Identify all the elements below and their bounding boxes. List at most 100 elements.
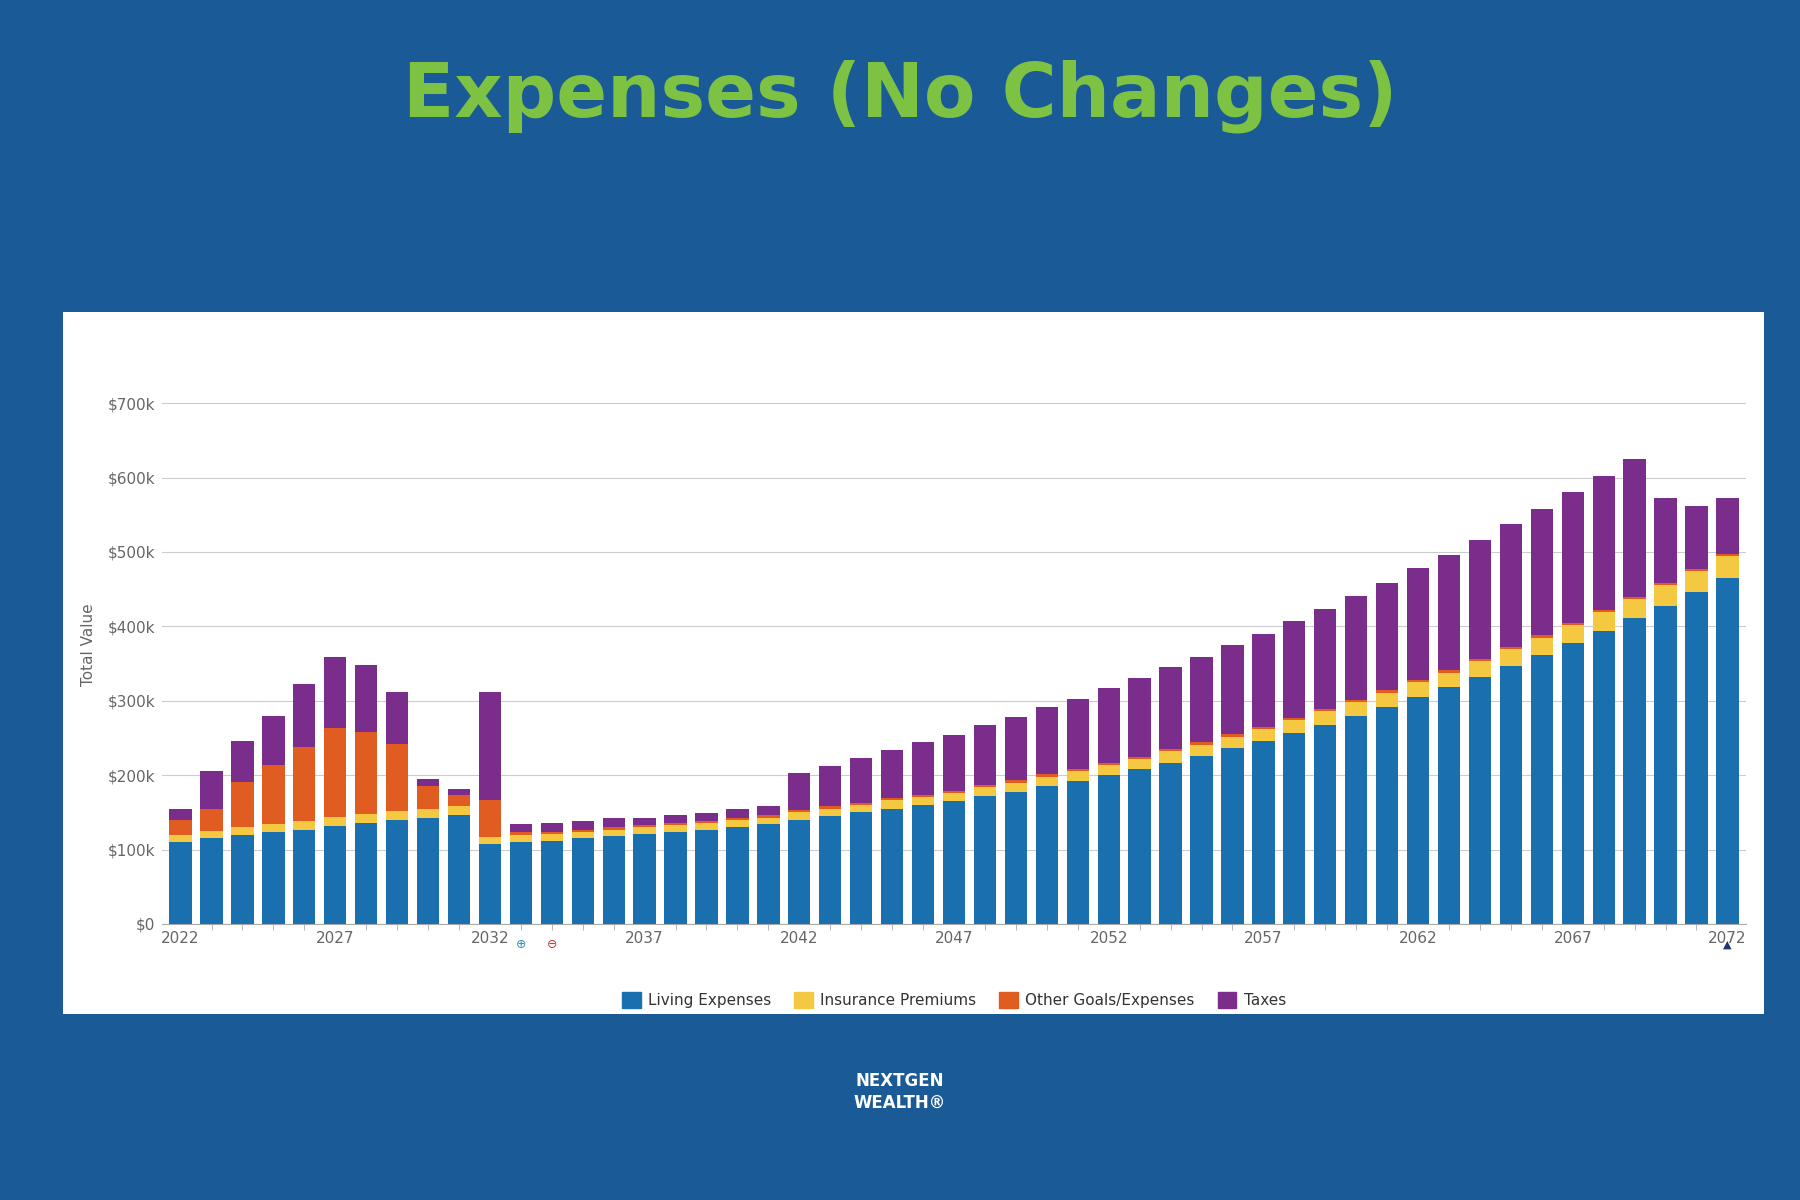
Bar [974,725,995,785]
Bar [448,794,470,805]
Bar [1593,610,1615,612]
Bar [1499,524,1523,647]
Bar [479,845,500,924]
Bar [943,736,965,791]
Bar [263,716,284,764]
Bar [1562,625,1584,643]
Bar [1469,659,1490,661]
Bar [664,832,686,924]
Bar [1253,634,1274,727]
Bar [1375,690,1399,692]
Bar [1004,718,1028,780]
Bar [1654,498,1676,583]
Bar [1159,667,1181,749]
Bar [1314,712,1336,725]
Bar [1345,596,1368,700]
Bar [880,809,904,924]
Bar [230,835,254,924]
Bar [385,820,409,924]
Bar [293,829,315,924]
Bar [788,810,810,812]
Bar [448,815,470,924]
Bar [263,833,284,924]
Bar [1314,709,1336,712]
Bar [1717,557,1739,578]
Bar [1067,772,1089,781]
Bar [1220,646,1244,734]
Bar [1469,540,1490,659]
Text: ▲: ▲ [1723,940,1732,950]
Text: NEXTGEN
WEALTH®: NEXTGEN WEALTH® [853,1072,947,1112]
Bar [974,785,995,787]
Bar [634,827,655,834]
Bar [1530,509,1553,635]
Bar [788,820,810,924]
Bar [1190,743,1213,745]
Bar [1593,476,1615,610]
Bar [1159,751,1181,762]
Bar [263,764,284,824]
Bar [1159,762,1181,924]
Bar [1129,678,1150,757]
Bar [1220,737,1244,749]
Bar [819,806,841,809]
Bar [1562,623,1584,625]
Bar [1004,780,1028,782]
Bar [1438,554,1460,671]
Bar [169,842,193,924]
Bar [1190,656,1213,743]
Bar [1098,762,1120,764]
Bar [1098,764,1120,775]
Bar [1685,569,1708,571]
Bar [1375,707,1399,924]
Bar [1220,734,1244,737]
Bar [355,665,378,732]
Bar [1035,786,1058,924]
Bar [509,842,533,924]
Bar [1408,569,1429,680]
Bar [1438,671,1460,672]
Bar [230,827,254,835]
Bar [1685,592,1708,924]
Bar [385,692,409,744]
Bar [819,816,841,924]
Bar [1067,769,1089,772]
Bar [819,809,841,816]
Legend: Living Expenses, Insurance Premiums, Other Goals/Expenses, Taxes: Living Expenses, Insurance Premiums, Oth… [616,986,1292,1014]
Bar [1253,730,1274,740]
Bar [540,832,563,834]
Bar [880,798,904,800]
Bar [603,829,625,836]
Bar [1469,677,1490,924]
Bar [943,791,965,793]
Bar [758,806,779,815]
Bar [1499,649,1523,666]
Bar [880,800,904,809]
Bar [169,835,193,842]
Bar [634,834,655,924]
Bar [1593,631,1615,924]
Bar [1190,756,1213,924]
Bar [664,815,686,823]
Bar [1654,606,1676,924]
Bar [1283,718,1305,720]
Bar [230,782,254,827]
Bar [725,827,749,924]
Bar [1253,740,1274,924]
Bar [355,814,378,823]
Bar [479,692,500,799]
Bar [880,750,904,798]
Bar [1408,680,1429,682]
Bar [695,814,718,821]
Bar [293,684,315,746]
Bar [758,824,779,924]
Bar [1408,697,1429,924]
Bar [758,817,779,824]
Bar [1685,506,1708,569]
Bar [293,821,315,829]
Bar [1593,612,1615,631]
Bar [418,809,439,817]
Bar [169,809,193,820]
Bar [1035,708,1058,774]
Bar [1499,666,1523,924]
